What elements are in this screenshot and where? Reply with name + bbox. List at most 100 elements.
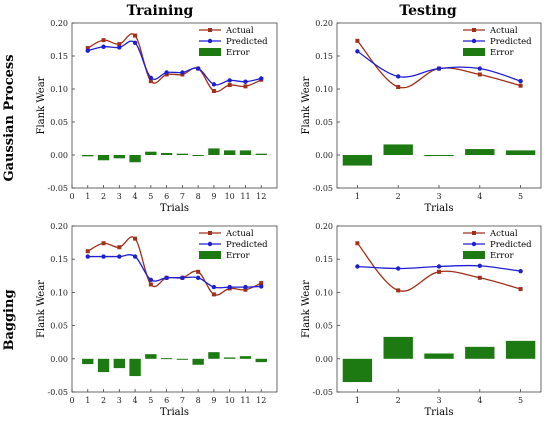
x-tick-label: 12	[256, 396, 266, 405]
x-tick-label: 1	[85, 396, 90, 405]
chart-panel-gp-test: -0.05 0.00 0.05 0.10 0.15 0.20 1 2 3 4 5 Trials Flan…	[301, 19, 542, 214]
x-tick-label: 5	[148, 192, 153, 201]
predicted-marker	[243, 284, 248, 290]
actual-marker	[518, 287, 523, 292]
error-bar	[505, 150, 536, 155]
legend-label: Actual	[225, 26, 254, 36]
predicted-marker	[180, 275, 185, 280]
predicted-marker	[227, 284, 232, 290]
legend-label: Error	[490, 48, 514, 58]
error-bar	[505, 340, 536, 359]
legend-swatch-error	[463, 251, 485, 259]
error-bar	[145, 151, 157, 155]
x-axis-label: Trials	[425, 407, 454, 418]
legend-swatch-marker	[207, 241, 213, 247]
error-bar	[192, 358, 204, 365]
x-tick-label: 3	[436, 396, 441, 405]
actual-marker	[211, 292, 216, 297]
predicted-marker	[477, 66, 482, 71]
legend-label: Predicted	[490, 37, 532, 47]
predicted-marker	[195, 275, 201, 280]
actual-marker	[243, 287, 248, 292]
error-bar	[465, 346, 495, 359]
x-tick-label: 0	[69, 396, 74, 405]
error-bar	[383, 144, 413, 155]
legend-label: Actual	[489, 229, 518, 239]
y-tick-label: 0.00	[315, 355, 333, 364]
legend-label: Predicted	[226, 240, 268, 250]
x-tick-label: 4	[477, 396, 482, 405]
predicted-marker	[259, 76, 264, 81]
x-tick-label: 3	[117, 192, 122, 201]
y-tick-label: -0.05	[47, 388, 68, 397]
error-bar	[255, 153, 267, 155]
col-title-training: Training	[127, 3, 194, 19]
plot-frame	[71, 22, 278, 189]
actual-marker	[117, 245, 122, 250]
x-tick-label: 11	[240, 396, 250, 405]
x-tick-label: 11	[240, 192, 250, 201]
error-bar	[239, 356, 252, 359]
predicted-marker	[195, 66, 201, 71]
predicted-marker	[259, 284, 264, 289]
y-tick-label: 0.10	[50, 288, 68, 297]
predicted-marker	[148, 277, 154, 282]
predicted-marker	[355, 49, 360, 54]
x-tick-label: 7	[180, 396, 185, 405]
x-tick-label: 8	[196, 192, 201, 201]
error-bar	[97, 155, 110, 161]
x-tick-label: 0	[69, 192, 74, 201]
legend-swatch-error	[463, 48, 485, 56]
y-tick-label: 0.10	[315, 288, 333, 297]
y-tick-label: 0.20	[50, 19, 68, 28]
error-bar	[208, 352, 220, 359]
y-tick-label: 0.00	[50, 355, 68, 364]
actual-marker	[148, 282, 153, 287]
x-tick-label: 4	[133, 396, 138, 405]
x-axis-label: Trials	[160, 407, 189, 418]
x-tick-label: 5	[518, 396, 523, 405]
actual-marker	[101, 241, 106, 246]
legend-swatch-marker	[472, 28, 476, 32]
y-axis-label: Flank Wear	[36, 76, 47, 134]
y-tick-label: 0.20	[50, 222, 68, 231]
y-tick-label: 0.15	[315, 255, 333, 264]
error-bar	[160, 153, 173, 155]
actual-marker	[396, 85, 401, 90]
x-tick-label: 9	[211, 192, 216, 201]
legend-swatch-marker	[471, 241, 477, 247]
actual-marker	[211, 88, 216, 93]
y-tick-label: 0.15	[50, 255, 68, 264]
error-bar	[224, 357, 236, 359]
predicted-marker	[396, 266, 401, 271]
predicted-marker	[436, 264, 442, 269]
predicted-marker	[243, 79, 248, 84]
actual-marker	[477, 72, 482, 77]
actual-marker	[259, 281, 264, 286]
predicted-marker	[518, 268, 523, 274]
predicted-marker	[211, 82, 217, 87]
error-bar	[424, 353, 454, 359]
x-tick-label: 2	[396, 396, 401, 405]
actual-marker	[148, 79, 153, 84]
error-bar	[129, 358, 141, 377]
x-tick-label: 1	[355, 192, 360, 201]
x-tick-label: 10	[225, 192, 235, 201]
chart-panel-bag-test: -0.05 0.00 0.05 0.10 0.15 0.20 1 2 3 4 5 Trials Flan…	[301, 222, 542, 418]
actual-marker	[518, 83, 523, 88]
x-tick-label: 6	[164, 192, 169, 201]
error-bar	[176, 358, 189, 360]
y-tick-label: -0.05	[47, 184, 68, 193]
error-bar	[208, 148, 220, 155]
y-tick-label: 0.00	[315, 151, 333, 160]
x-tick-label: 2	[101, 192, 106, 201]
plot-frame	[71, 225, 278, 393]
predicted-marker	[211, 284, 217, 290]
predicted-marker	[132, 40, 138, 45]
x-tick-label: 8	[196, 396, 201, 405]
y-axis-label: Flank Wear	[36, 280, 47, 338]
y-tick-label: 0.15	[315, 52, 333, 61]
x-tick-label: 5	[518, 192, 523, 201]
